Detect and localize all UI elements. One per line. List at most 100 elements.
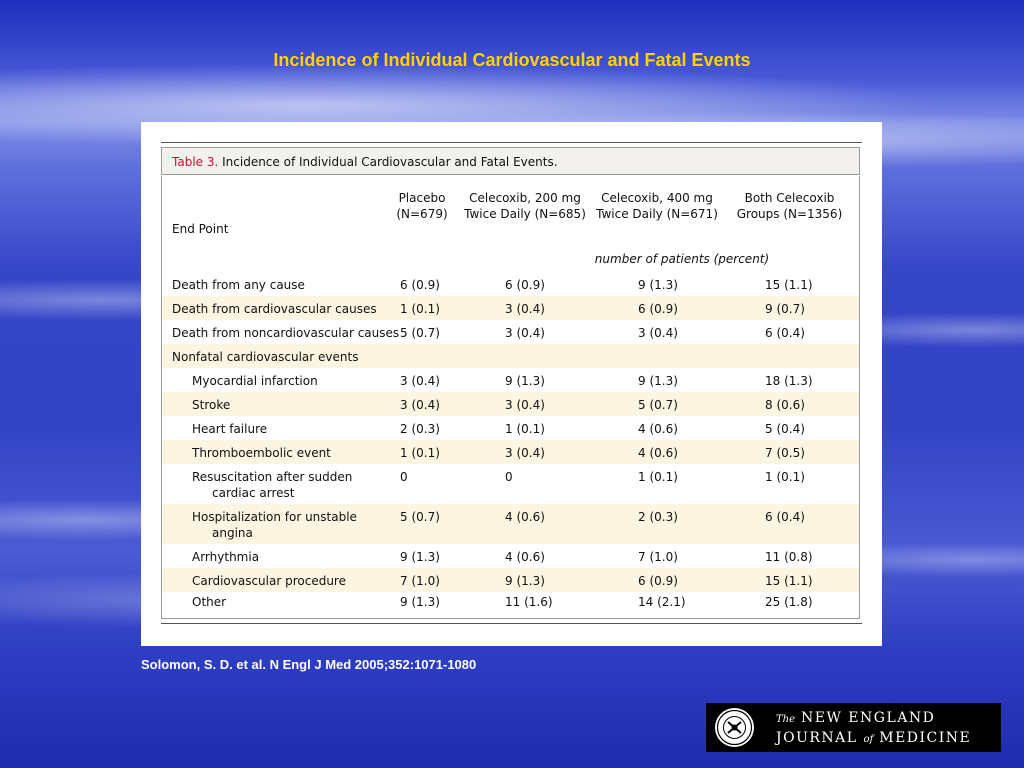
row-label-line2: cardiac arrest	[212, 486, 295, 500]
cell-both-groups: 6 (0.4)	[765, 326, 805, 340]
cell-placebo: 5 (0.7)	[400, 326, 440, 340]
row-label: Arrhythmia	[192, 550, 260, 564]
cell-celecoxib-400: 9 (1.3)	[638, 278, 678, 292]
row-label: Heart failure	[192, 422, 268, 436]
table-row: Heart failure 2 (0.3) 1 (0.1) 4 (0.6) 5 …	[162, 416, 859, 440]
cell-placebo: 9 (1.3)	[400, 550, 440, 564]
header-placebo-line1: Placebo	[398, 191, 446, 205]
table-row: Death from noncardiovascular causes 5 (0…	[162, 320, 859, 344]
header-celecoxib-400: Celecoxib, 400 mg Twice Daily (N=671)	[592, 190, 722, 222]
cell-celecoxib-200: 9 (1.3)	[505, 574, 545, 588]
cell-celecoxib-200: 1 (0.1)	[505, 422, 545, 436]
header-celecoxib-200: Celecoxib, 200 mg Twice Daily (N=685)	[460, 190, 590, 222]
cell-celecoxib-200: 9 (1.3)	[505, 374, 545, 388]
header-both-groups-line2: Groups (N=1356)	[736, 207, 843, 221]
table-caption-text: Incidence of Individual Cardiovascular a…	[222, 155, 558, 169]
cell-celecoxib-400: 5 (0.7)	[638, 398, 678, 412]
cell-celecoxib-400: 4 (0.6)	[638, 446, 678, 460]
row-label-line1: Hospitalization for unstable	[192, 510, 357, 524]
row-label: Death from any cause	[172, 278, 305, 292]
cell-placebo: 1 (0.1)	[400, 446, 440, 460]
table-row: Other 9 (1.3) 11 (1.6) 14 (2.1) 25 (1.8)	[162, 592, 859, 616]
cell-placebo: 0	[400, 470, 408, 484]
row-label: Myocardial infarction	[192, 374, 318, 388]
table-row: Resuscitation after sudden cardiac arres…	[162, 464, 859, 504]
cell-both-groups: 6 (0.4)	[765, 510, 805, 524]
cell-celecoxib-400: 6 (0.9)	[638, 574, 678, 588]
table-row: Stroke 3 (0.4) 3 (0.4) 5 (0.7) 8 (0.6)	[162, 392, 859, 416]
header-both-groups-line1: Both Celecoxib	[744, 191, 835, 205]
cell-celecoxib-200: 6 (0.9)	[505, 278, 545, 292]
header-placebo-line2: (N=679)	[396, 207, 448, 221]
cell-celecoxib-200: 3 (0.4)	[505, 326, 545, 340]
cell-celecoxib-400: 6 (0.9)	[638, 302, 678, 316]
cell-placebo: 1 (0.1)	[400, 302, 440, 316]
cell-both-groups: 8 (0.6)	[765, 398, 805, 412]
header-placebo: Placebo (N=679)	[382, 190, 462, 222]
row-label-line2: angina	[212, 526, 253, 540]
table-row: Cardiovascular procedure 7 (1.0) 9 (1.3)…	[162, 568, 859, 592]
slide-title: Incidence of Individual Cardiovascular a…	[273, 50, 751, 70]
row-label: Other	[192, 595, 227, 609]
cell-placebo: 2 (0.3)	[400, 422, 440, 436]
table-frame: Table 3. Incidence of Individual Cardiov…	[161, 142, 862, 624]
cell-placebo: 3 (0.4)	[400, 374, 440, 388]
cell-both-groups: 25 (1.8)	[765, 595, 813, 609]
logo-of: of	[863, 734, 874, 745]
cell-both-groups: 15 (1.1)	[765, 574, 813, 588]
cell-both-groups: 1 (0.1)	[765, 470, 805, 484]
cell-celecoxib-200: 3 (0.4)	[505, 398, 545, 412]
row-label: Hospitalization for unstable angina	[192, 509, 357, 541]
row-label: Cardiovascular procedure	[192, 574, 346, 588]
cell-placebo: 5 (0.7)	[400, 510, 440, 524]
nejm-logo: The NEW ENGLAND JOURNAL of MEDICINE	[706, 703, 1001, 752]
table-row: Death from any cause 6 (0.9) 6 (0.9) 9 (…	[162, 272, 859, 296]
row-label: Death from noncardiovascular causes	[172, 326, 400, 340]
row-label: Death from cardiovascular causes	[172, 302, 377, 316]
row-label: Resuscitation after sudden cardiac arres…	[192, 469, 352, 501]
citation: Solomon, S. D. et al. N Engl J Med 2005;…	[141, 657, 477, 672]
table-body: End Point Placebo (N=679) Celecoxib, 200…	[161, 176, 860, 619]
header-end-point: End Point	[172, 222, 229, 236]
logo-the: The	[776, 714, 796, 725]
table-row: Death from cardiovascular causes 1 (0.1)…	[162, 296, 859, 320]
cell-celecoxib-200: 3 (0.4)	[505, 446, 545, 460]
cell-placebo: 6 (0.9)	[400, 278, 440, 292]
cell-placebo: 7 (1.0)	[400, 574, 440, 588]
cell-both-groups: 18 (1.3)	[765, 374, 813, 388]
row-label-line1: Resuscitation after sudden	[192, 470, 353, 484]
cell-both-groups: 9 (0.7)	[765, 302, 805, 316]
cell-celecoxib-200: 4 (0.6)	[505, 510, 545, 524]
cell-celecoxib-400: 2 (0.3)	[638, 510, 678, 524]
cell-both-groups: 15 (1.1)	[765, 278, 813, 292]
header-celecoxib-400-line2: Twice Daily (N=671)	[596, 207, 718, 221]
cell-celecoxib-400: 7 (1.0)	[638, 550, 678, 564]
cell-celecoxib-400: 1 (0.1)	[638, 470, 678, 484]
cell-both-groups: 7 (0.5)	[765, 446, 805, 460]
cell-both-groups: 5 (0.4)	[765, 422, 805, 436]
row-label: Stroke	[192, 398, 231, 412]
table-panel: Table 3. Incidence of Individual Cardiov…	[141, 122, 882, 646]
table-row: Hospitalization for unstable angina 5 (0…	[162, 504, 859, 544]
nejm-logo-text: The NEW ENGLAND JOURNAL of MEDICINE	[776, 709, 971, 749]
table-row: Myocardial infarction 3 (0.4) 9 (1.3) 9 …	[162, 368, 859, 392]
cell-celecoxib-400: 3 (0.4)	[638, 326, 678, 340]
logo-journal: JOURNAL	[776, 730, 858, 746]
cell-celecoxib-200: 4 (0.6)	[505, 550, 545, 564]
units-subheader: number of patients (percent)	[594, 252, 770, 266]
table-caption-number: Table 3.	[172, 155, 219, 169]
header-celecoxib-200-line2: Twice Daily (N=685)	[464, 207, 586, 221]
cell-celecoxib-400: 4 (0.6)	[638, 422, 678, 436]
header-both-groups: Both Celecoxib Groups (N=1356)	[732, 190, 847, 222]
cell-celecoxib-200: 0	[505, 470, 513, 484]
row-label: Thromboembolic event	[192, 446, 331, 460]
table-caption: Table 3. Incidence of Individual Cardiov…	[161, 147, 860, 175]
row-label: Nonfatal cardiovascular events	[172, 350, 359, 364]
cell-celecoxib-400: 9 (1.3)	[638, 374, 678, 388]
header-celecoxib-400-line1: Celecoxib, 400 mg	[601, 191, 713, 205]
table-row: Nonfatal cardiovascular events	[162, 344, 859, 368]
header-celecoxib-200-line1: Celecoxib, 200 mg	[469, 191, 581, 205]
table-row: Arrhythmia 9 (1.3) 4 (0.6) 7 (1.0) 11 (0…	[162, 544, 859, 568]
logo-medicine: MEDICINE	[879, 730, 972, 746]
nejm-seal-icon	[715, 708, 754, 747]
